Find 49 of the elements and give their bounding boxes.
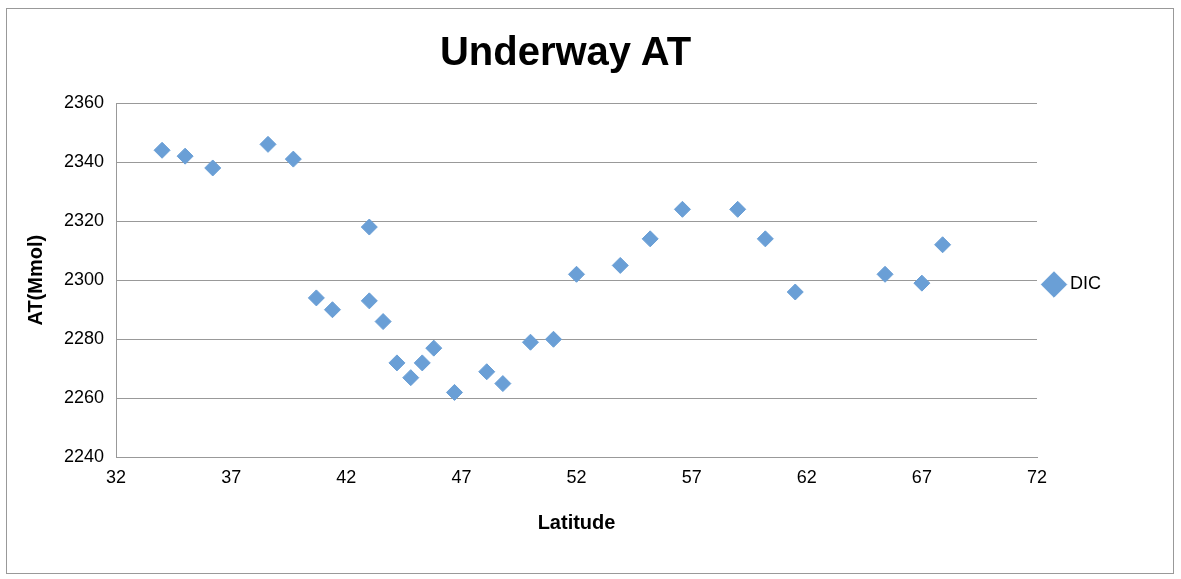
point <box>568 265 586 283</box>
point <box>446 383 463 401</box>
point <box>176 147 194 165</box>
point <box>402 369 420 387</box>
point <box>641 230 659 248</box>
point <box>425 339 443 357</box>
x-tick-label: 47 <box>451 467 472 488</box>
x-tick-label: 57 <box>681 467 702 488</box>
point <box>153 141 171 159</box>
x-tick-label: 72 <box>1026 467 1048 488</box>
y-tick-label: 2360 <box>64 91 105 112</box>
point <box>786 283 804 301</box>
x-tick-label: 37 <box>221 467 242 488</box>
point <box>323 301 341 319</box>
point <box>545 330 562 348</box>
x-tick-label: 67 <box>911 467 932 488</box>
x-tick-label: 52 <box>566 467 587 488</box>
point <box>259 135 277 153</box>
y-tick-label: 2260 <box>64 387 105 408</box>
x-tick-label: 62 <box>796 467 817 488</box>
y-axis-title: AT(Mmol) <box>23 234 46 326</box>
point <box>673 200 691 218</box>
legend-label: DIC <box>1070 273 1101 294</box>
y-tick-label: 2280 <box>64 328 105 349</box>
point <box>934 236 952 254</box>
point <box>876 265 894 283</box>
x-tick-label: 42 <box>336 467 357 488</box>
y-tick-label: 2340 <box>64 151 105 172</box>
point <box>413 354 431 372</box>
point <box>374 313 392 331</box>
point <box>494 375 512 393</box>
point <box>913 274 931 292</box>
y-tick-label: 2240 <box>64 446 105 467</box>
point <box>478 363 496 381</box>
point <box>611 256 629 274</box>
point <box>360 292 378 310</box>
point <box>756 230 774 248</box>
x-axis-title: Latitude <box>537 510 616 533</box>
x-tick-label: 32 <box>106 467 127 488</box>
point <box>388 354 406 372</box>
point <box>204 159 222 177</box>
point <box>307 289 325 307</box>
chart-title: Underway AT <box>439 29 692 74</box>
y-tick-label: 2300 <box>64 269 105 290</box>
y-tick-label: 2320 <box>64 210 105 231</box>
point <box>729 200 747 218</box>
point <box>360 218 378 236</box>
point <box>284 150 302 168</box>
point <box>521 333 539 351</box>
